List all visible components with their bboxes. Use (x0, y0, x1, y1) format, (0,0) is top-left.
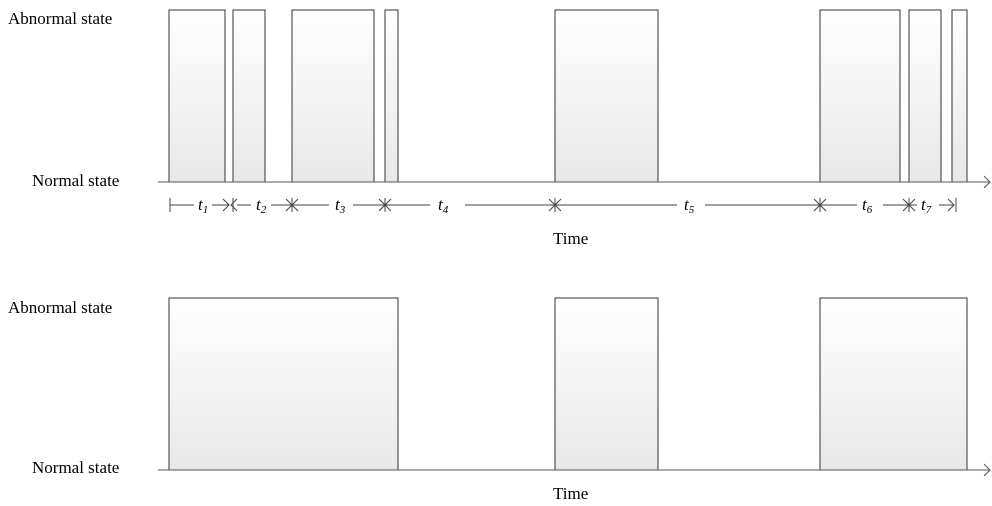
interval-label-t2: t2 (256, 195, 267, 216)
bottom-abnormal-pulse-2 (554, 297, 659, 471)
top-normal-state-label: Normal state (32, 171, 119, 190)
interval-boundary-marker (902, 198, 916, 212)
bottom-panel: Abnormal state Normal state Time (8, 297, 991, 503)
top-abnormal-state-label: Abnormal state (8, 9, 112, 28)
interval-label-t6: t6 (862, 195, 873, 216)
bottom-abnormal-state-label: Abnormal state (8, 298, 112, 317)
top-time-axis (158, 175, 991, 189)
top-abnormal-pulse-8 (951, 9, 968, 183)
interval-label-t4: t4 (438, 195, 449, 216)
top-abnormal-pulse-3 (291, 9, 375, 183)
interval-boundary-marker (378, 198, 392, 212)
top-abnormal-pulse-6 (819, 9, 901, 183)
bottom-abnormal-pulse-1 (168, 297, 399, 471)
bottom-time-axis-label: Time (553, 484, 588, 503)
interval-boundary-marker (285, 198, 299, 212)
bottom-time-axis (158, 463, 991, 477)
top-abnormal-pulse-7 (908, 9, 942, 183)
interval-dimension-line (169, 198, 957, 212)
top-time-axis-label: Time (553, 229, 588, 248)
interval-label-t1: t1 (198, 195, 208, 216)
interval-boundary-marker (813, 198, 827, 212)
bottom-normal-state-label: Normal state (32, 458, 119, 477)
interval-boundary-marker (548, 198, 562, 212)
top-abnormal-pulse-5 (554, 9, 659, 183)
interval-boundary-marker (222, 198, 238, 212)
interval-label-t3: t3 (335, 195, 346, 216)
interval-label-t7: t7 (921, 195, 932, 216)
bottom-abnormal-pulse-3 (819, 297, 968, 471)
top-abnormal-pulse-2 (232, 9, 266, 183)
top-panel: Abnormal state Normal state (8, 9, 991, 248)
interval-end-marker (947, 198, 957, 212)
interval-label-t5: t5 (684, 195, 695, 216)
top-abnormal-pulse-4 (384, 9, 399, 183)
top-abnormal-pulse-1 (168, 9, 226, 183)
